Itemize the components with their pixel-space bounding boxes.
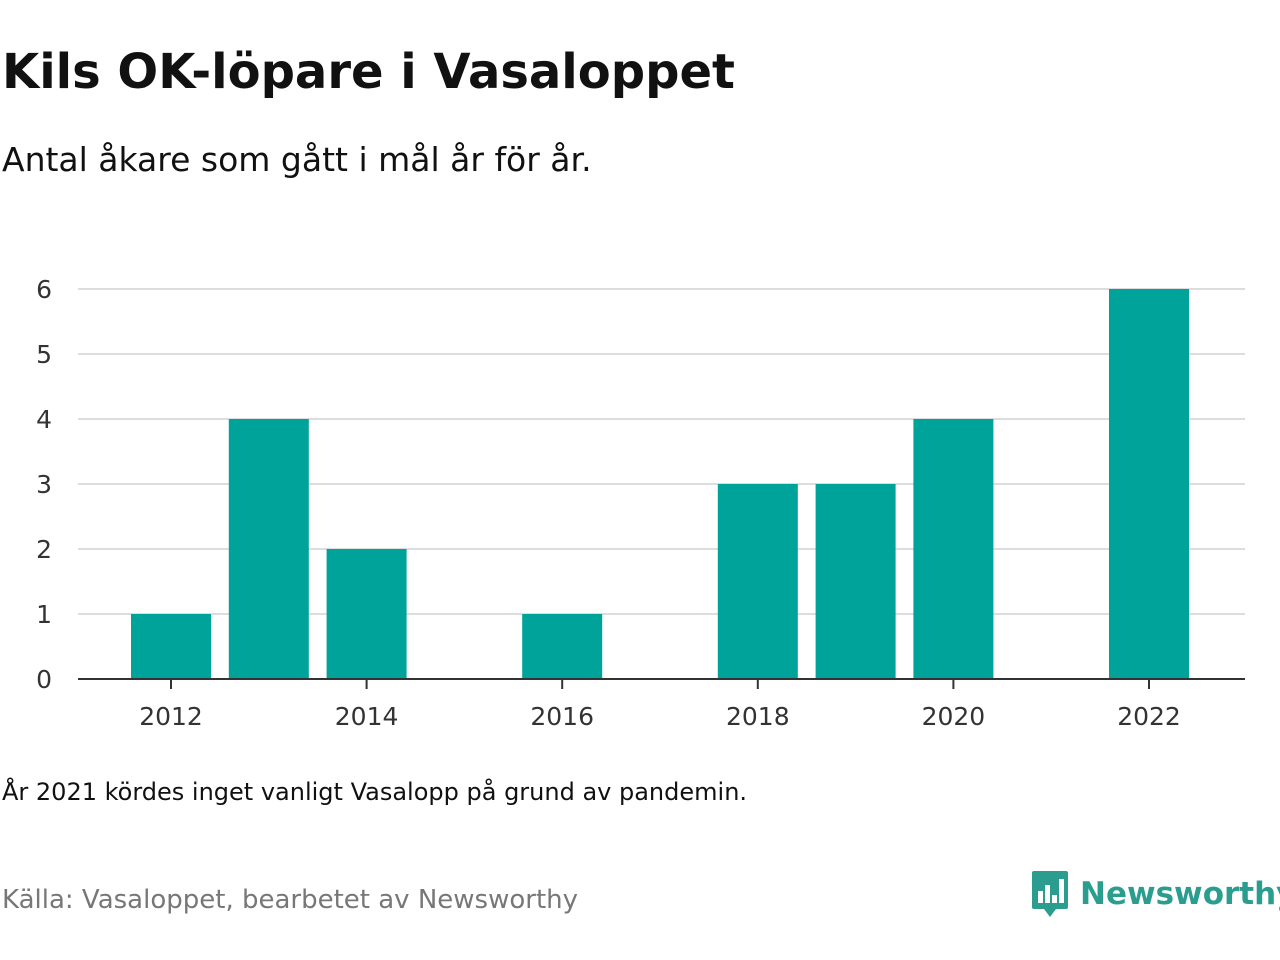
bar-chart-speech-bubble-icon: [1032, 871, 1068, 917]
bar-2016: [522, 614, 603, 679]
x-tick-label-2014: 2014: [335, 702, 399, 731]
y-tick-label-3: 3: [36, 470, 52, 499]
bar-2012: [131, 614, 211, 679]
logo-text: Newsworthy: [1080, 876, 1280, 912]
y-tick-label-4: 4: [36, 405, 52, 434]
bar-2018: [717, 484, 798, 679]
x-tick-label-2018: 2018: [726, 702, 790, 731]
source-text: Källa: Vasaloppet, bearbetet av Newswort…: [2, 885, 578, 915]
newsworthy-logo: Newsworthy: [1030, 868, 1280, 920]
chart-title: Kils OK-löpare i Vasaloppet: [2, 44, 735, 100]
y-tick-label-1: 1: [36, 600, 52, 629]
x-tick-label-2016: 2016: [530, 702, 594, 731]
axes: [78, 678, 1245, 689]
bar-2022: [1109, 289, 1189, 679]
x-tick-label-2020: 2020: [922, 702, 986, 731]
y-tick-label-0: 0: [36, 665, 52, 694]
y-tick-label-2: 2: [36, 535, 52, 564]
bar-2019: [815, 484, 896, 679]
bar-2014: [326, 549, 407, 679]
y-tick-label-6: 6: [36, 275, 52, 304]
bars: [131, 289, 1189, 679]
y-tick-label-5: 5: [36, 340, 52, 369]
bar-2020: [913, 419, 994, 679]
x-tick-label-2022: 2022: [1117, 702, 1181, 731]
chart-subtitle: Antal åkare som gått i mål år för år.: [2, 140, 592, 179]
tick-labels: 0 1 2 3 4 5 6 2012 2014 2016 2018 2020 2022: [36, 275, 1181, 731]
bar-chart: 0 1 2 3 4 5 6 2012 2014 2016 2018 2020 2022: [36, 275, 1245, 731]
x-tick-label-2012: 2012: [139, 702, 203, 731]
bar-2013: [228, 419, 309, 679]
chart-note: År 2021 kördes inget vanligt Vasalopp på…: [2, 778, 748, 806]
